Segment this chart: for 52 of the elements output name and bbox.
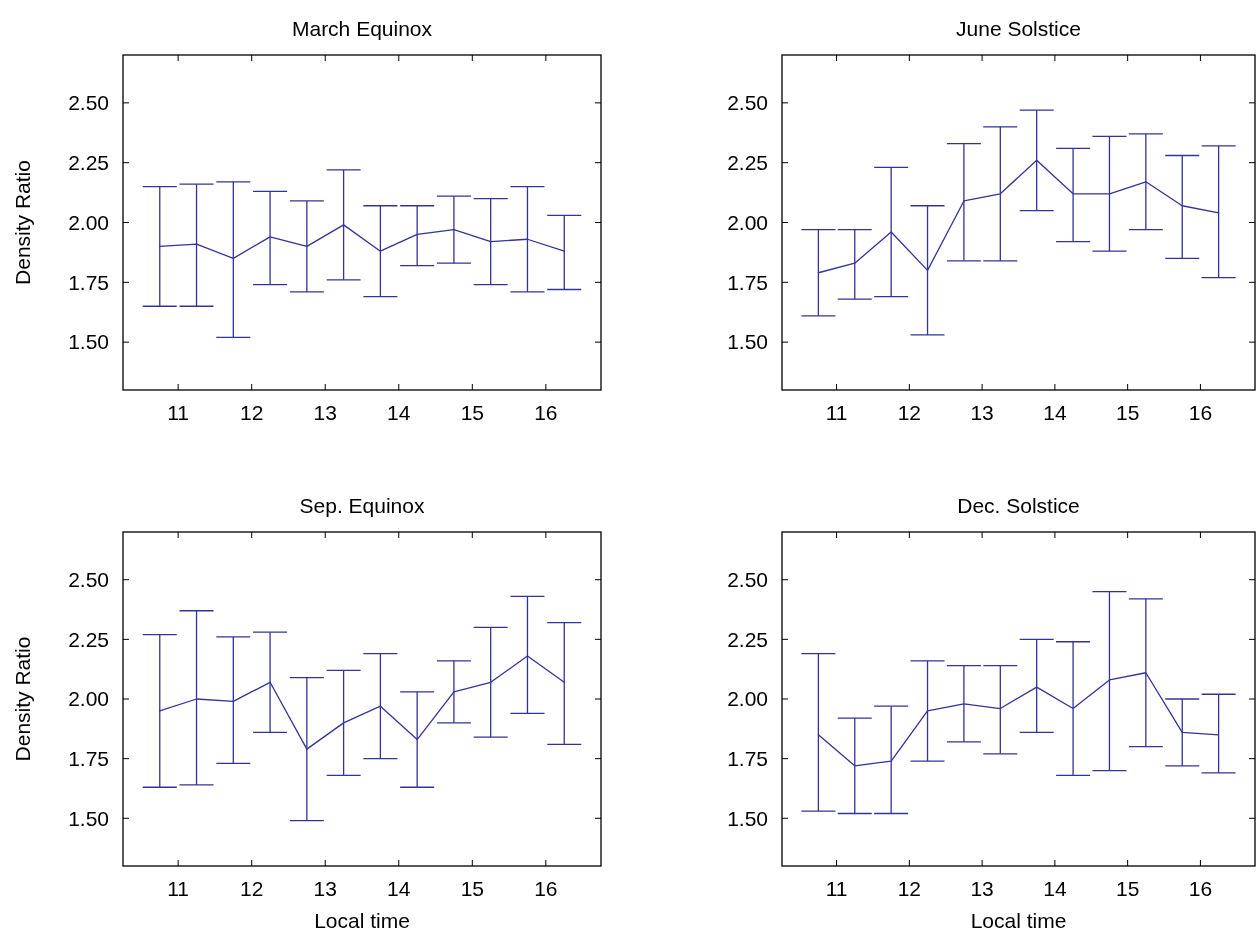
x-tick-label: 11 bbox=[167, 877, 190, 900]
x-tick-label: 16 bbox=[1188, 401, 1213, 424]
y-tick-label: 2.00 bbox=[727, 687, 768, 711]
y-tick-label: 1.50 bbox=[727, 806, 768, 830]
x-tick-label: 14 bbox=[1043, 877, 1067, 900]
y-tick-label: 2.00 bbox=[727, 210, 768, 234]
y-tick-label: 1.75 bbox=[727, 270, 768, 294]
x-tick-label: 16 bbox=[534, 401, 558, 424]
x-tick-label: 14 bbox=[387, 401, 411, 424]
x-tick-label: 13 bbox=[313, 401, 337, 424]
x-tick-label: 15 bbox=[1115, 877, 1140, 900]
y-tick-label: 2.25 bbox=[727, 151, 768, 175]
chart-title: Dec. Solstice bbox=[957, 494, 1080, 517]
x-tick-label: 13 bbox=[970, 401, 994, 424]
x-tick-label: 11 bbox=[167, 401, 190, 424]
y-tick-label: 2.25 bbox=[727, 627, 768, 651]
y-axis-title: Density Ratio bbox=[11, 160, 34, 285]
x-tick-label: 13 bbox=[970, 877, 994, 900]
y-tick-label: 2.25 bbox=[68, 151, 109, 175]
y-tick-label: 2.50 bbox=[727, 568, 768, 592]
y-tick-label: 2.50 bbox=[68, 568, 109, 592]
x-tick-label: 12 bbox=[897, 401, 922, 424]
x-tick-label: 12 bbox=[240, 877, 264, 900]
x-tick-label: 16 bbox=[534, 877, 558, 900]
y-tick-label: 1.75 bbox=[727, 746, 768, 770]
y-tick-label: 2.00 bbox=[68, 210, 109, 234]
x-tick-label: 13 bbox=[313, 877, 337, 900]
x-tick-label: 11 bbox=[825, 401, 848, 424]
y-tick-label: 1.50 bbox=[68, 806, 109, 830]
x-axis-title: Local time bbox=[970, 909, 1067, 932]
y-tick-label: 1.50 bbox=[68, 330, 109, 354]
x-tick-label: 14 bbox=[387, 877, 411, 900]
x-tick-label: 12 bbox=[240, 401, 264, 424]
y-tick-label: 2.00 bbox=[68, 687, 109, 711]
x-tick-label: 14 bbox=[1043, 401, 1067, 424]
x-tick-label: 12 bbox=[897, 877, 922, 900]
y-tick-label: 2.50 bbox=[68, 91, 109, 115]
x-tick-label: 15 bbox=[460, 401, 484, 424]
y-tick-label: 2.25 bbox=[68, 627, 109, 651]
y-tick-label: 2.50 bbox=[727, 91, 768, 115]
y-tick-label: 1.50 bbox=[727, 330, 768, 354]
chart-title: Sep. Equinox bbox=[299, 494, 425, 517]
y-tick-label: 1.75 bbox=[68, 270, 109, 294]
x-tick-label: 11 bbox=[825, 877, 848, 900]
x-tick-label: 15 bbox=[460, 877, 484, 900]
chart-title: March Equinox bbox=[291, 17, 433, 40]
chart-title: June Solstice bbox=[956, 17, 1081, 40]
x-tick-label: 16 bbox=[1188, 877, 1213, 900]
y-tick-label: 1.75 bbox=[68, 746, 109, 770]
x-tick-label: 15 bbox=[1115, 401, 1140, 424]
x-axis-title: Local time bbox=[314, 909, 410, 932]
y-axis-title: Density Ratio bbox=[11, 636, 34, 762]
